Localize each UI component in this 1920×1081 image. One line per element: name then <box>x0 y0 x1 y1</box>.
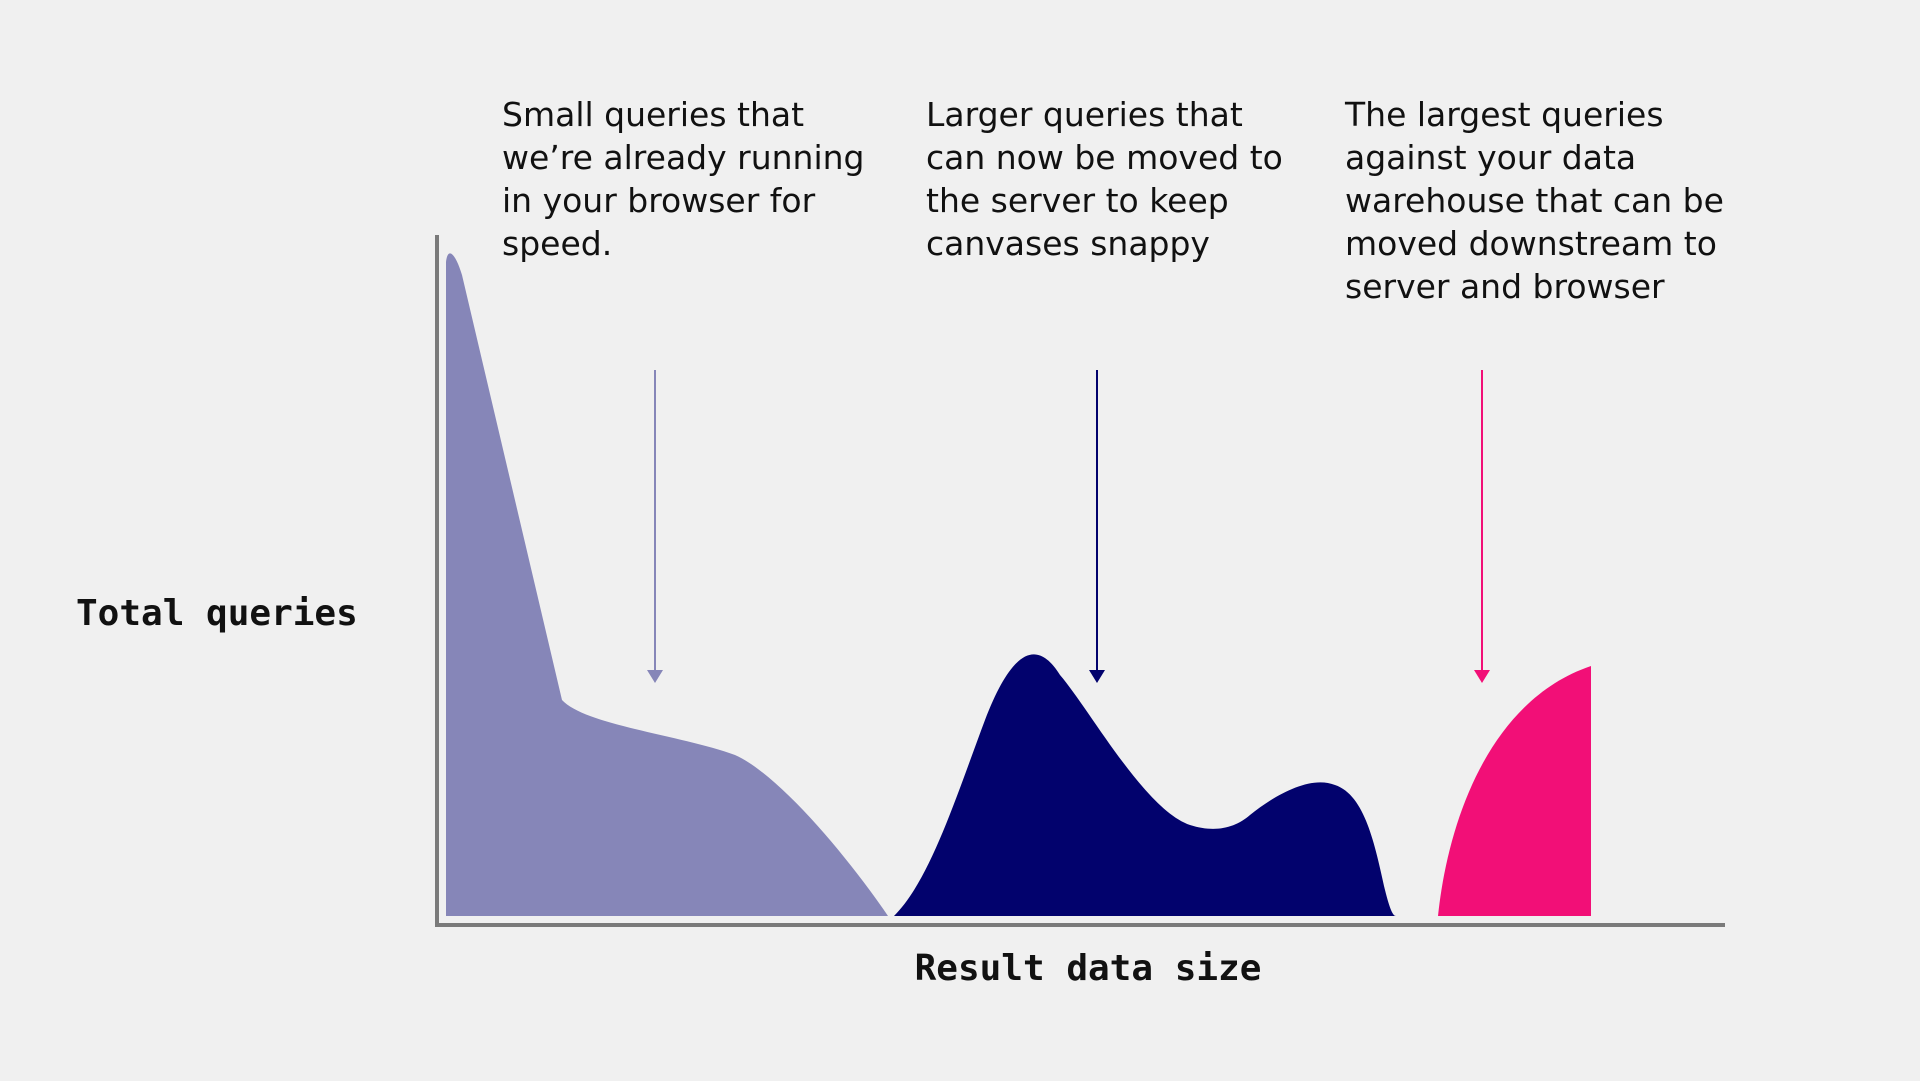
axes <box>435 235 1725 927</box>
largest-queries-arrowhead <box>1474 670 1490 683</box>
small-queries-arrowhead <box>647 670 663 683</box>
annotation-line: against your data <box>1345 138 1636 177</box>
largest-queries-arrow <box>1474 370 1490 683</box>
annotation-line: Larger queries that <box>926 95 1243 134</box>
annotation-small-queries: Small queries that we’re already running… <box>502 95 875 263</box>
annotation-line: Small queries that <box>502 95 804 134</box>
larger-queries-arrow <box>1089 370 1105 683</box>
annotation-line: the server to keep <box>926 181 1229 220</box>
y-axis-label: Total queries <box>76 593 358 634</box>
annotation-line: The largest queries <box>1344 95 1664 134</box>
annotation-line: can now be moved to <box>926 138 1283 177</box>
small-queries-arrow <box>647 370 663 683</box>
largest-queries-distribution <box>1438 666 1591 916</box>
x-axis-label: Result data size <box>915 948 1262 989</box>
small-queries-distribution <box>446 253 888 917</box>
annotation-line: speed. <box>502 224 612 263</box>
annotation-line: we’re already running <box>502 138 864 177</box>
annotation-line: warehouse that can be <box>1345 181 1724 220</box>
annotation-larger-queries: Larger queries that can now be moved to … <box>926 95 1293 263</box>
annotation-line: server and browser <box>1345 267 1665 306</box>
larger-queries-distribution <box>894 654 1396 916</box>
annotation-line: in your browser for <box>502 181 816 220</box>
annotation-largest-queries: The largest queries against your data wa… <box>1344 95 1734 306</box>
annotation-line: moved downstream to <box>1345 224 1717 263</box>
larger-queries-arrowhead <box>1089 670 1105 683</box>
annotation-line: canvases snappy <box>926 224 1210 263</box>
